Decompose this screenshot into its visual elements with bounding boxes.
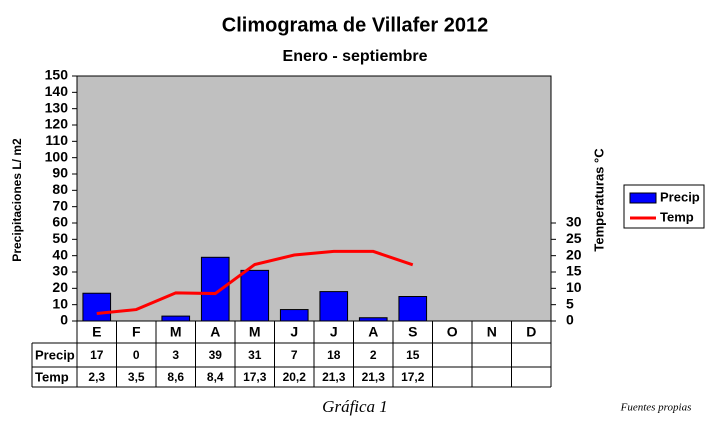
x-tick-label: F: [132, 324, 141, 340]
plot-area: [76, 75, 552, 322]
legend-box: [623, 184, 705, 229]
table-cell: 3: [172, 348, 179, 362]
y-tick-label: 60: [52, 214, 68, 230]
y-tick-label: 90: [52, 165, 68, 181]
table-cell: 0: [133, 348, 140, 362]
y2-tick-label: 0: [566, 312, 574, 328]
bar: [82, 292, 112, 322]
y2-tick-label: 5: [566, 295, 574, 311]
y-tick-label: 0: [60, 312, 68, 328]
table-cell: 17,3: [243, 370, 267, 384]
y-tick-label: 50: [52, 230, 68, 246]
y2-tick-label: 25: [566, 230, 582, 246]
y2-tick-label: 30: [566, 214, 582, 230]
x-tick-label: J: [290, 324, 298, 340]
y2-tick-label: 20: [566, 246, 582, 262]
y-tick-label: 120: [45, 116, 69, 132]
y-tick-label: 80: [52, 181, 68, 197]
x-tick-label: M: [170, 324, 182, 340]
y-tick-label: 130: [45, 99, 69, 115]
table-cell: 2,3: [88, 370, 105, 384]
y-tick-label: 70: [52, 197, 68, 213]
y2-tick-label: 15: [566, 263, 582, 279]
legend-label: Precip: [660, 189, 700, 204]
bar: [240, 269, 270, 322]
table-cell: 17,2: [401, 370, 425, 384]
table-cell: 39: [209, 348, 223, 362]
line: [96, 249, 414, 315]
table-cell: 2: [370, 348, 377, 362]
table-cell: 15: [406, 348, 420, 362]
bar: [398, 296, 428, 322]
bar: [279, 309, 309, 322]
table-cell: 17: [90, 348, 104, 362]
y-tick-label: 140: [45, 83, 69, 99]
x-tick-label: S: [408, 324, 417, 340]
x-tick-label: A: [368, 324, 378, 340]
legend-label: Temp: [660, 209, 694, 224]
chart-title: Climograma de Villafer 2012: [222, 14, 488, 36]
x-tick-label: D: [526, 324, 536, 340]
table-cell: 8,6: [167, 370, 184, 384]
bar: [319, 291, 349, 322]
chart-subtitle: Enero - septiembre: [283, 48, 428, 65]
x-tick-label: O: [447, 324, 458, 340]
y2-tick-label: 10: [566, 279, 582, 295]
table-cell: 3,5: [128, 370, 145, 384]
table-cell: 18: [327, 348, 341, 362]
table-cell: 21,3: [362, 370, 386, 384]
y-tick-label: 30: [52, 263, 68, 279]
bar: [200, 256, 230, 322]
table-cell: 20,2: [283, 370, 307, 384]
table-row-header: Temp: [35, 369, 69, 384]
y-tick-label: 100: [45, 148, 69, 164]
table-cell: 8,4: [207, 370, 224, 384]
y-tick-label: 150: [45, 67, 69, 83]
source: Fuentes propias: [620, 402, 692, 414]
x-tick-label: N: [487, 324, 497, 340]
y-tick-label: 20: [52, 279, 68, 295]
y-axis-label: Precipitaciones L/ m2: [10, 138, 24, 262]
table-row-header: Precip: [35, 347, 75, 362]
legend-swatch: [629, 192, 657, 204]
y-tick-label: 110: [45, 132, 68, 148]
x-tick-label: E: [92, 324, 101, 340]
bar: [161, 315, 191, 322]
y2-axis-label: Temperaturas °C: [591, 148, 606, 252]
y-tick-label: 40: [52, 246, 68, 262]
x-tick-label: A: [210, 324, 220, 340]
caption: Gráfica 1: [322, 397, 388, 416]
x-tick-label: J: [330, 324, 338, 340]
table-cell: 7: [291, 348, 298, 362]
table-cell: 31: [248, 348, 262, 362]
x-tick-label: M: [249, 324, 261, 340]
y-tick-label: 10: [52, 295, 68, 311]
table-cell: 21,3: [322, 370, 346, 384]
